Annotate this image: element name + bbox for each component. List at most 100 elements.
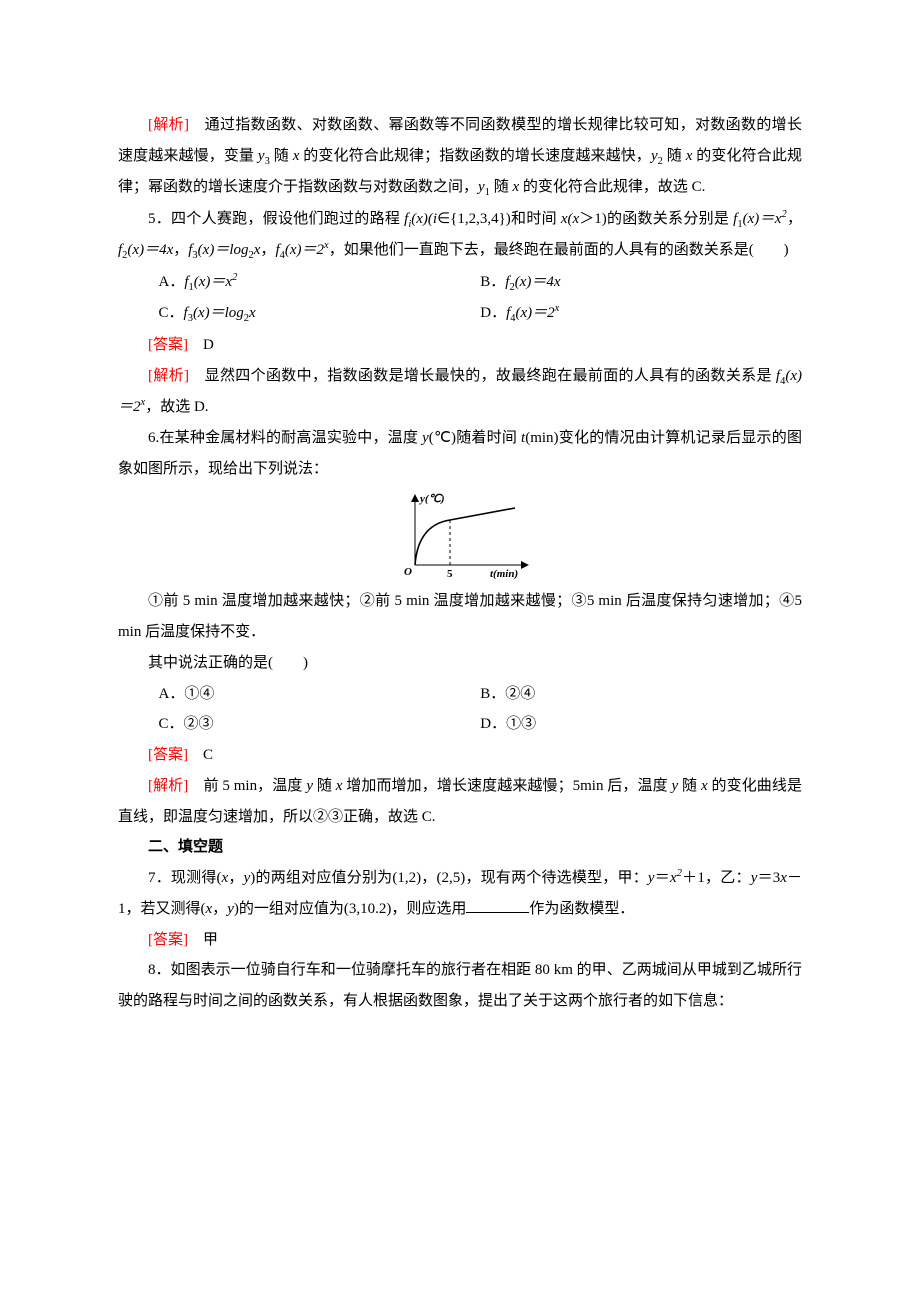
q6-analysis: [解析] 前 5 min，温度 y 随 x 增加而增加，增长速度越来越慢；5mi… (118, 771, 802, 833)
q7-stem: 7．现测得(x，y)的两组对应值分别为(1,2)，(2,5)，现有两个待选模型，… (118, 863, 802, 925)
text: 随 (270, 148, 293, 164)
label: C． (159, 305, 184, 321)
q4-analysis: [解析] 通过指数函数、对数函数、幂函数等不同函数模型的增长规律比较可知，对数函… (118, 110, 802, 204)
label: D． (480, 305, 506, 321)
text: 的变化符合此规律；指数函数的增长速度越来越快， (299, 148, 651, 164)
answer-value: C (188, 747, 213, 763)
q5-options-row1: A．f1(x)＝x2 B．f2(x)＝4x (118, 267, 802, 299)
gt1: ＞1) (579, 211, 607, 227)
deg: (℃) (429, 430, 456, 446)
fx: (x)＝4x (515, 274, 561, 290)
answer-value: D (188, 337, 214, 353)
text: 随 (678, 778, 701, 794)
fx: (x)＝log (193, 305, 244, 321)
q5-answer: [答案] D (118, 330, 802, 361)
label: B． (480, 274, 505, 290)
x: x (780, 870, 787, 886)
page: [解析] 通过指数函数、对数函数、幂函数等不同函数模型的增长规律比较可知，对数函… (0, 0, 920, 1302)
y: y (227, 901, 234, 917)
text: ，如果他们一直跑下去，最终跑在最前面的人具有的函数关系是( ) (329, 242, 789, 258)
q6-statements: ①前 5 min 温度增加越来越快；②前 5 min 温度增加越来越慢；③5 m… (118, 586, 802, 648)
text: 的函数关系分别是 (607, 211, 733, 227)
y: y (648, 870, 655, 886)
x: x (670, 870, 677, 886)
set: ∈{1,2,3,4})和时间 (437, 211, 561, 227)
fx: (x)＝log (198, 242, 249, 258)
option-a: A．①④ (159, 679, 481, 710)
xx: x(x (561, 211, 579, 227)
answer-label: [答案] (148, 337, 188, 353)
fx: (x)＝4x (127, 242, 173, 258)
y: y (306, 778, 313, 794)
fx: (x)＝x (194, 274, 232, 290)
text: 前 5 min，温度 (188, 778, 306, 794)
analysis-label: [解析] (148, 778, 188, 794)
sep: ， (787, 211, 802, 227)
graph-svg: y(℃) O 5 t(min) (380, 490, 540, 580)
y-label: y(℃) (418, 493, 445, 505)
q6-stem: 6.在某种金属材料的耐高温实验中，温度 y(℃)随着时间 t(min)变化的情况… (118, 423, 802, 485)
xtick-label: 5 (447, 568, 453, 580)
sep: ， (212, 901, 227, 917)
text: 5．四个人赛跑，假设他们跑过的路程 (148, 211, 404, 227)
sup: 2 (232, 272, 237, 283)
q6-ask: 其中说法正确的是( ) (118, 648, 802, 679)
analysis-label: [解析] (148, 368, 189, 384)
text: ，故选 D. (145, 399, 208, 415)
q6-options-row1: A．①④ B．②④ (118, 679, 802, 710)
text: 7．现测得( (148, 870, 222, 886)
sep: ， (173, 242, 188, 258)
eq: ＝ (655, 870, 670, 886)
text: 随 (313, 778, 336, 794)
option-d: D．①③ (480, 709, 802, 740)
origin-label: O (404, 566, 412, 578)
x: x (701, 778, 708, 794)
analysis-label: [解析] (148, 117, 189, 133)
text: 乙： (720, 870, 750, 886)
q7-answer: [答案] 甲 (118, 925, 802, 956)
option-c: C．②③ (159, 709, 481, 740)
option-c: C．f3(x)＝log2x (159, 298, 481, 330)
option-d: D．f4(x)＝2x (480, 298, 802, 330)
option-b: B．②④ (480, 679, 802, 710)
text: )的一组对应值为(3,10.2)，则应选用 (234, 901, 467, 917)
option-a: A．f1(x)＝x2 (159, 267, 481, 299)
var-y: y (651, 148, 658, 164)
text: 的变化符合此规律，故选 C. (519, 179, 705, 195)
fx: (x)＝2 (285, 242, 324, 258)
x: x (249, 305, 256, 321)
y: y (422, 430, 429, 446)
section-title: 二、填空题 (118, 832, 802, 863)
text: 6.在某种金属材料的耐高温实验中，温度 (148, 430, 422, 446)
q5-stem: 5．四个人赛跑，假设他们跑过的路程 fi(x)(i∈{1,2,3,4})和时间 … (118, 204, 802, 267)
answer-label: [答案] (148, 932, 188, 948)
x-label: t(min) (490, 568, 518, 580)
q6-figure: y(℃) O 5 t(min) (118, 490, 802, 580)
q8-stem: 8．如图表示一位骑自行车和一位骑摩托车的旅行者在相距 80 km 的甲、乙两城间… (118, 955, 802, 1017)
var-y: y (258, 148, 265, 164)
sep: ， (228, 870, 243, 886)
curve (415, 508, 515, 565)
tm: (min) (525, 430, 558, 446)
q6-answer: [答案] C (118, 740, 802, 771)
q5-options-row2: C．f3(x)＝log2x D．f4(x)＝2x (118, 298, 802, 330)
text: 随着时间 (456, 430, 521, 446)
answer-value: 甲 (188, 932, 218, 948)
var-y: y (478, 179, 485, 195)
text: 增加而增加，增长速度越来越慢；5min 后，温度 (342, 778, 671, 794)
label: A． (159, 274, 185, 290)
eq: ＝3 (757, 870, 780, 886)
text: 随 (490, 179, 513, 195)
text: 显然四个函数中，指数函数是增长最快的，故最终跑在最前面的人具有的函数关系是 (189, 368, 776, 384)
sep: ， (260, 242, 275, 258)
fx: (x)(i (411, 211, 437, 227)
tail: ＋1， (682, 870, 720, 886)
answer-label: [答案] (148, 747, 188, 763)
q5-analysis: [解析] 显然四个函数中，指数函数是增长最快的，故最终跑在最前面的人具有的函数关… (118, 361, 802, 423)
blank (466, 897, 529, 913)
q6-options-row2: C．②③ D．①③ (118, 709, 802, 740)
text: )的两组对应值分别为(1,2)，(2,5)，现有两个待选模型，甲： (250, 870, 648, 886)
sup: x (555, 303, 560, 314)
fx: (x)＝x (743, 211, 782, 227)
text: 作为函数模型． (529, 901, 634, 917)
